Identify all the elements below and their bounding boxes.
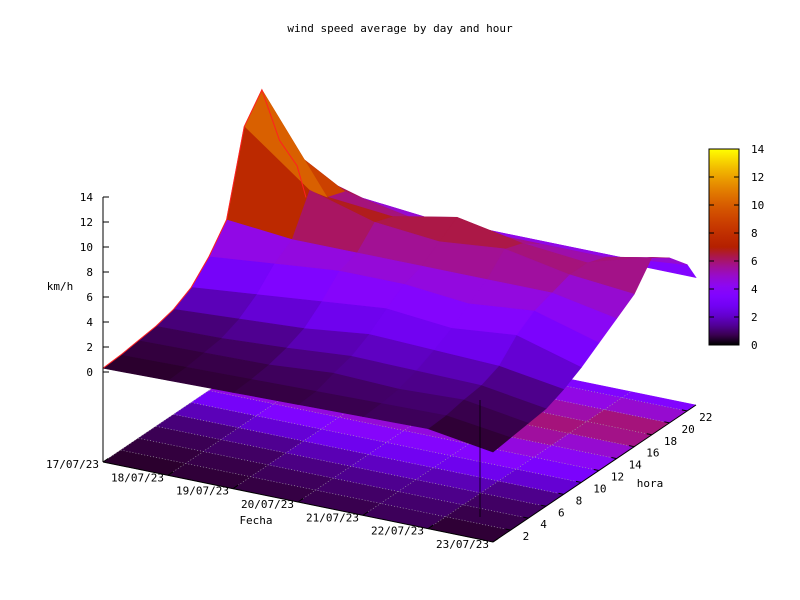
colorbar-tick-label: 14	[751, 143, 765, 156]
floor-grid-line	[427, 391, 632, 529]
x-tick-mark	[102, 458, 109, 463]
colorbar-tick-label: 4	[751, 283, 758, 296]
y-tick-label: 8	[576, 494, 583, 507]
x-tick-label: 22/07/23	[371, 525, 424, 538]
floor-grid-line	[155, 425, 547, 507]
y-tick-mark	[540, 504, 547, 507]
z-tick-label: 6	[86, 291, 93, 304]
x-tick-label: 21/07/23	[306, 511, 359, 524]
x-tick-mark	[362, 511, 369, 516]
y-tick-label: 20	[682, 423, 695, 436]
x-tick-mark	[232, 484, 239, 490]
z-tick-label: 4	[86, 316, 93, 329]
z-tick-label: 14	[80, 191, 94, 204]
colorbar-tick-label: 2	[751, 311, 758, 324]
colorbar-tick-label: 10	[751, 199, 764, 212]
y-tick-label: 4	[540, 518, 547, 531]
floor-grid-line	[191, 402, 582, 483]
x-tick-mark	[427, 524, 434, 530]
floor-grid-line	[120, 449, 511, 531]
y-tick-mark	[558, 492, 564, 495]
y-tick-mark	[628, 445, 635, 448]
z-tick-label: 12	[80, 216, 93, 229]
x-axis-label: Fecha	[239, 514, 272, 527]
y-tick-mark	[646, 433, 652, 436]
y-tick-mark	[575, 480, 582, 483]
x-tick-label: 20/07/23	[241, 498, 294, 511]
z-tick-label: 10	[80, 241, 93, 254]
colorbar-tick-label: 12	[751, 171, 764, 184]
y-tick-mark	[664, 421, 670, 424]
colorbar: 0 2 4 6 8 10 12 14	[708, 143, 765, 352]
y-tick-label: 10	[593, 482, 606, 495]
y-tick-mark	[505, 528, 511, 531]
y-tick-label: 18	[664, 435, 677, 448]
x-tick-label: 17/07/23	[46, 458, 99, 471]
y-axis-line	[492, 404, 697, 543]
x-tick-label: 23/07/23	[436, 538, 489, 551]
z-tick-label: 0	[86, 366, 93, 379]
floor-grid-line	[138, 437, 529, 519]
y-tick-mark	[611, 457, 617, 460]
y-tick-mark	[523, 516, 529, 519]
y-tick-mark	[593, 468, 600, 472]
y-tick-label: 6	[558, 506, 565, 519]
z-axis-label: km/h	[47, 280, 74, 293]
y-axis-label: hora	[637, 477, 664, 490]
x-tick-mark	[167, 471, 174, 476]
colorbar-tick-label: 8	[751, 227, 758, 240]
y-tick-label: 12	[611, 471, 624, 484]
y-tick-mark	[681, 409, 688, 412]
surface-edge-line	[102, 88, 307, 369]
x-tick-mark	[297, 498, 304, 503]
y-tick-label: 2	[523, 530, 530, 543]
colorbar-tick-label: 6	[751, 255, 758, 268]
axes: 0246810121417/07/2318/07/2319/07/2320/07…	[46, 191, 712, 551]
x-tick-label: 19/07/23	[176, 485, 229, 498]
surface-mesh	[102, 88, 697, 453]
colorbar-tick-label: 0	[751, 339, 758, 352]
floor-grid-line	[173, 414, 564, 495]
x-tick-label: 18/07/23	[111, 471, 164, 484]
chart-title: wind speed average by day and hour	[287, 22, 513, 35]
z-tick-label: 2	[86, 341, 93, 354]
y-tick-label: 16	[646, 447, 659, 460]
colorbar-gradient	[708, 148, 740, 346]
floor-grid-line	[208, 390, 599, 471]
z-tick-label: 8	[86, 266, 93, 279]
y-tick-label: 22	[699, 411, 712, 424]
y-tick-label: 14	[629, 459, 643, 472]
